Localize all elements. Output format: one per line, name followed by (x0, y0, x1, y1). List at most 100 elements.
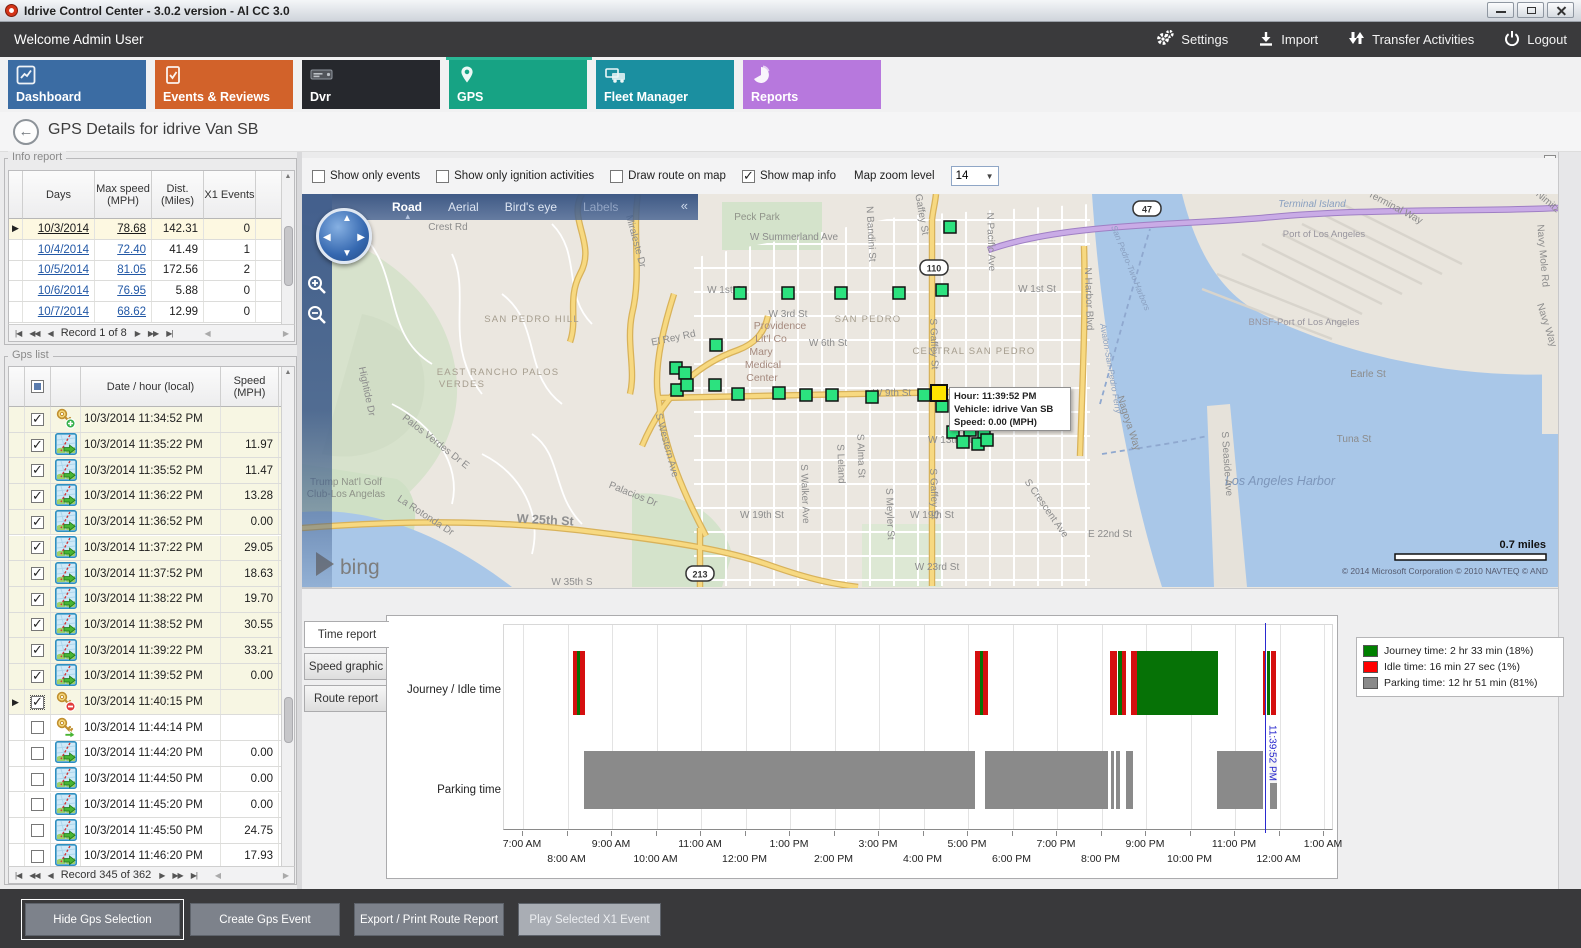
max-speed-link[interactable]: 72.40 (95, 239, 152, 260)
max-speed-link[interactable]: 78.68 (95, 219, 152, 239)
gps-marker[interactable] (799, 388, 813, 402)
day-link[interactable]: 10/7/2014 (23, 302, 95, 322)
tab-fleet-manager[interactable]: Fleet Manager (596, 60, 734, 109)
gps-marker[interactable] (825, 388, 839, 402)
checkbox-box[interactable] (312, 169, 325, 183)
map-mode-labels[interactable]: Labels (583, 200, 619, 214)
map-compass[interactable]: ▲ ▼ ◀ ▶ (316, 208, 372, 264)
gps-marker[interactable] (865, 390, 879, 404)
checkbox-box[interactable] (610, 169, 624, 183)
max-speed-link[interactable]: 81.05 (95, 260, 152, 281)
gps-table-scrollbar[interactable]: ▲▼ (281, 367, 294, 883)
gps-row-checkbox[interactable] (31, 746, 44, 760)
gps-marker[interactable] (680, 378, 694, 392)
gps-marker[interactable] (917, 388, 931, 402)
column-header-dist-miles[interactable]: Dist. (Miles) (152, 171, 204, 219)
day-link[interactable]: 10/6/2014 (23, 281, 95, 302)
max-speed-link[interactable]: 76.95 (95, 281, 152, 302)
checkbox-show-only-events[interactable]: Show only events (312, 169, 420, 183)
gps-list-row[interactable]: 10/3/2014 11:39:52 PM0.00 (9, 664, 294, 690)
map-zoom-out-button[interactable] (306, 304, 328, 326)
table-row[interactable]: 10/7/2014 68.62 12.99 0 (9, 302, 294, 323)
gps-list-row[interactable]: 10/3/2014 11:44:14 PM (9, 715, 294, 742)
gps-row-checkbox[interactable] (31, 772, 44, 786)
column-header-blank[interactable] (9, 171, 23, 219)
gps-marker[interactable] (708, 378, 722, 392)
gps-row-checkbox[interactable] (31, 462, 44, 478)
map-mode-bird-s-eye[interactable]: Bird's eye (504, 200, 557, 214)
gps-list-pager[interactable]: |◀ ◀◀ ◀ Record 345 of 362 ▶ ▶▶ ▶| ◀ ▶ (8, 866, 295, 884)
column-header-date-hour-local[interactable]: Date / hour (local) (81, 367, 221, 407)
report-tab-time-report[interactable]: Time report (304, 621, 389, 648)
gps-marker[interactable] (733, 286, 747, 300)
menu-item-logout[interactable]: Logout (1504, 30, 1567, 49)
column-header-blank[interactable] (256, 171, 282, 219)
gps-list-row[interactable]: 10/3/2014 11:45:50 PM 24.75 (9, 818, 294, 844)
column-header-x1-events[interactable]: X1 Events (204, 171, 256, 219)
column-header-blank[interactable] (9, 367, 25, 407)
gps-marker[interactable] (956, 435, 970, 449)
column-header-blank[interactable] (51, 367, 81, 407)
back-button[interactable]: ← (13, 119, 39, 145)
gps-marker[interactable] (892, 286, 906, 300)
maximize-button[interactable] (1517, 2, 1544, 18)
minimize-button[interactable] (1487, 2, 1514, 18)
gps-marker[interactable] (731, 387, 745, 401)
gps-marker[interactable] (834, 286, 848, 300)
gps-row-checkbox[interactable] (31, 411, 44, 427)
gps-marker[interactable] (772, 386, 786, 400)
table-row[interactable]: 10/4/2014 72.40 41.49 1 (9, 239, 294, 261)
gps-marker[interactable] (980, 433, 994, 447)
gps-row-checkbox[interactable] (31, 849, 44, 863)
info-report-pager[interactable]: |◀ ◀◀ ◀ Record 1 of 8 ▶ ▶▶ ▶| ◀ ▶ (8, 324, 295, 342)
gps-list-row[interactable]: 10/3/2014 11:46:20 PM 17.93 (9, 843, 294, 870)
tab-reports[interactable]: Reports (743, 60, 881, 109)
close-button[interactable] (1547, 2, 1574, 18)
gps-row-checkbox[interactable] (31, 798, 44, 812)
map-zoom-in-button[interactable] (306, 274, 328, 296)
report-tab-route-report[interactable]: Route report (304, 685, 388, 712)
gps-list-row[interactable]: 10/3/2014 11:45:20 PM 0.00 (9, 792, 294, 819)
gps-list-row[interactable]: 10/3/2014 11:44:20 PM 0.00 (9, 741, 294, 767)
column-header-speed-mph[interactable]: Speed (MPH) (221, 367, 279, 407)
gps-row-checkbox[interactable] (31, 824, 44, 838)
day-link[interactable]: 10/3/2014 (23, 219, 95, 239)
gps-marker[interactable] (935, 283, 949, 297)
gps-row-checkbox[interactable] (31, 668, 44, 684)
gps-marker[interactable] (678, 366, 692, 380)
table-row[interactable]: ▶ 10/3/2014 78.68 142.31 0 (9, 219, 294, 240)
create-gps-event-button[interactable]: Create Gps Event (190, 903, 340, 936)
panel-splitter[interactable] (297, 152, 302, 889)
report-tab-speed-graphic[interactable]: Speed graphic (304, 653, 388, 680)
map-mode-road[interactable]: Road (392, 200, 422, 222)
selected-gps-marker[interactable] (930, 384, 948, 402)
gps-row-checkbox[interactable] (31, 721, 44, 735)
select-all-checkbox[interactable] (31, 380, 44, 393)
day-link[interactable]: 10/5/2014 (23, 260, 95, 281)
gps-list-row[interactable]: 10/3/2014 11:36:52 PM0.00 (9, 509, 294, 536)
gps-marker[interactable] (709, 338, 723, 352)
gps-row-checkbox[interactable] (31, 565, 44, 581)
checkbox-show-map-info[interactable]: Show map info (741, 168, 836, 184)
menu-item-settings[interactable]: Settings (1156, 29, 1228, 49)
table-row[interactable]: 10/5/2014 81.05 172.56 2 (9, 260, 294, 282)
gps-row-checkbox[interactable] (30, 694, 45, 710)
checkbox-box[interactable] (741, 168, 755, 184)
gps-row-checkbox[interactable] (31, 514, 44, 530)
tab-dashboard[interactable]: Dashboard (8, 60, 146, 109)
menu-item-import[interactable]: Import (1258, 31, 1318, 49)
tab-dvr[interactable]: Dvr (302, 60, 440, 109)
checkbox-show-only-ignition-activities[interactable]: Show only ignition activities (436, 169, 594, 183)
gps-row-checkbox[interactable] (31, 591, 44, 607)
gps-marker[interactable] (943, 220, 957, 234)
map-canvas[interactable]: 110 47 213 Peck Park W Summerland Ave Crest … (302, 194, 1558, 588)
tab-events-reviews[interactable]: Events & Reviews (155, 60, 293, 109)
gps-row-checkbox[interactable] (31, 616, 44, 632)
map-zoom-level-select[interactable]: 14 ▼ (950, 166, 999, 186)
column-header-blank[interactable] (25, 367, 51, 407)
column-header-max-speed-mph[interactable]: Max speed (MPH) (95, 171, 152, 219)
